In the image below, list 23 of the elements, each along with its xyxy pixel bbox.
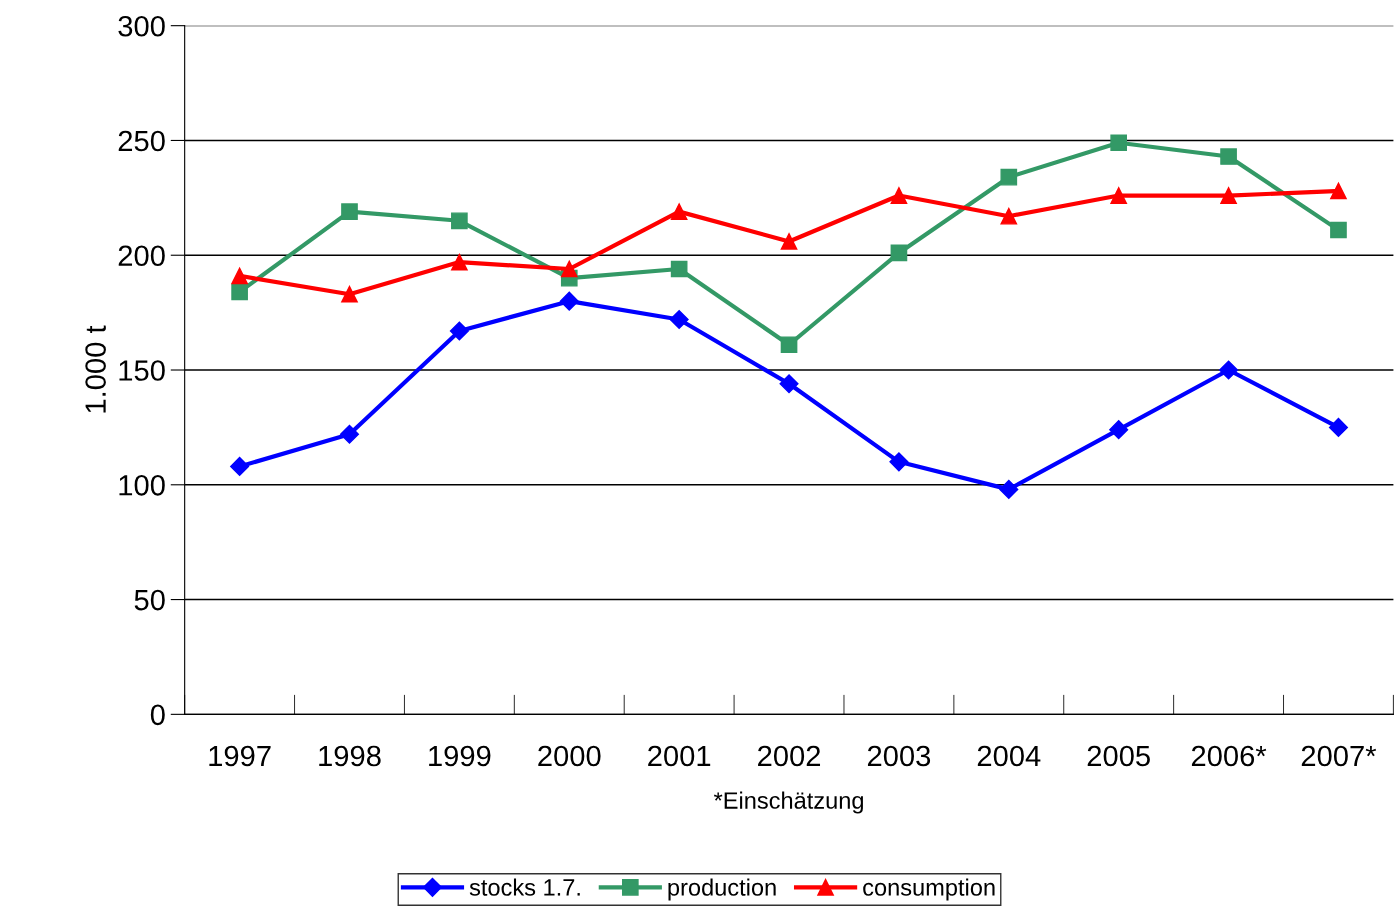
x-tick-label: 2005 xyxy=(1087,745,1150,767)
x-tick-label: 2007* xyxy=(1301,745,1377,767)
y-tick-label: 250 xyxy=(118,130,165,152)
x-tick-label: 1997 xyxy=(209,745,271,767)
y-tick-label: 100 xyxy=(119,474,165,496)
y-tick-label: 50 xyxy=(134,589,165,611)
x-tick-label: 2000 xyxy=(538,745,601,767)
y-tick-label: 300 xyxy=(118,15,165,37)
x-tick-label: 1998 xyxy=(319,745,381,767)
legend-label: stocks 1.7. xyxy=(469,878,580,896)
y-tick-label: 150 xyxy=(119,360,165,381)
x-tick-label: 2006* xyxy=(1191,745,1267,767)
x-tick-label: 2002 xyxy=(758,745,821,767)
x-tick-label: 2004 xyxy=(977,745,1041,767)
legend-label: production xyxy=(668,878,776,901)
y-tick-label: 0 xyxy=(150,704,165,726)
y-tick-label: 200 xyxy=(118,245,165,267)
x-tick-label: 1999 xyxy=(429,745,491,767)
legend-label: consumption xyxy=(863,878,995,901)
y-axis-title: 1.000 t xyxy=(85,325,106,413)
x-tick-label: 2003 xyxy=(867,745,931,767)
x-axis-title: *Einschätzung xyxy=(713,791,863,814)
x-tick-label: 2001 xyxy=(648,745,711,767)
